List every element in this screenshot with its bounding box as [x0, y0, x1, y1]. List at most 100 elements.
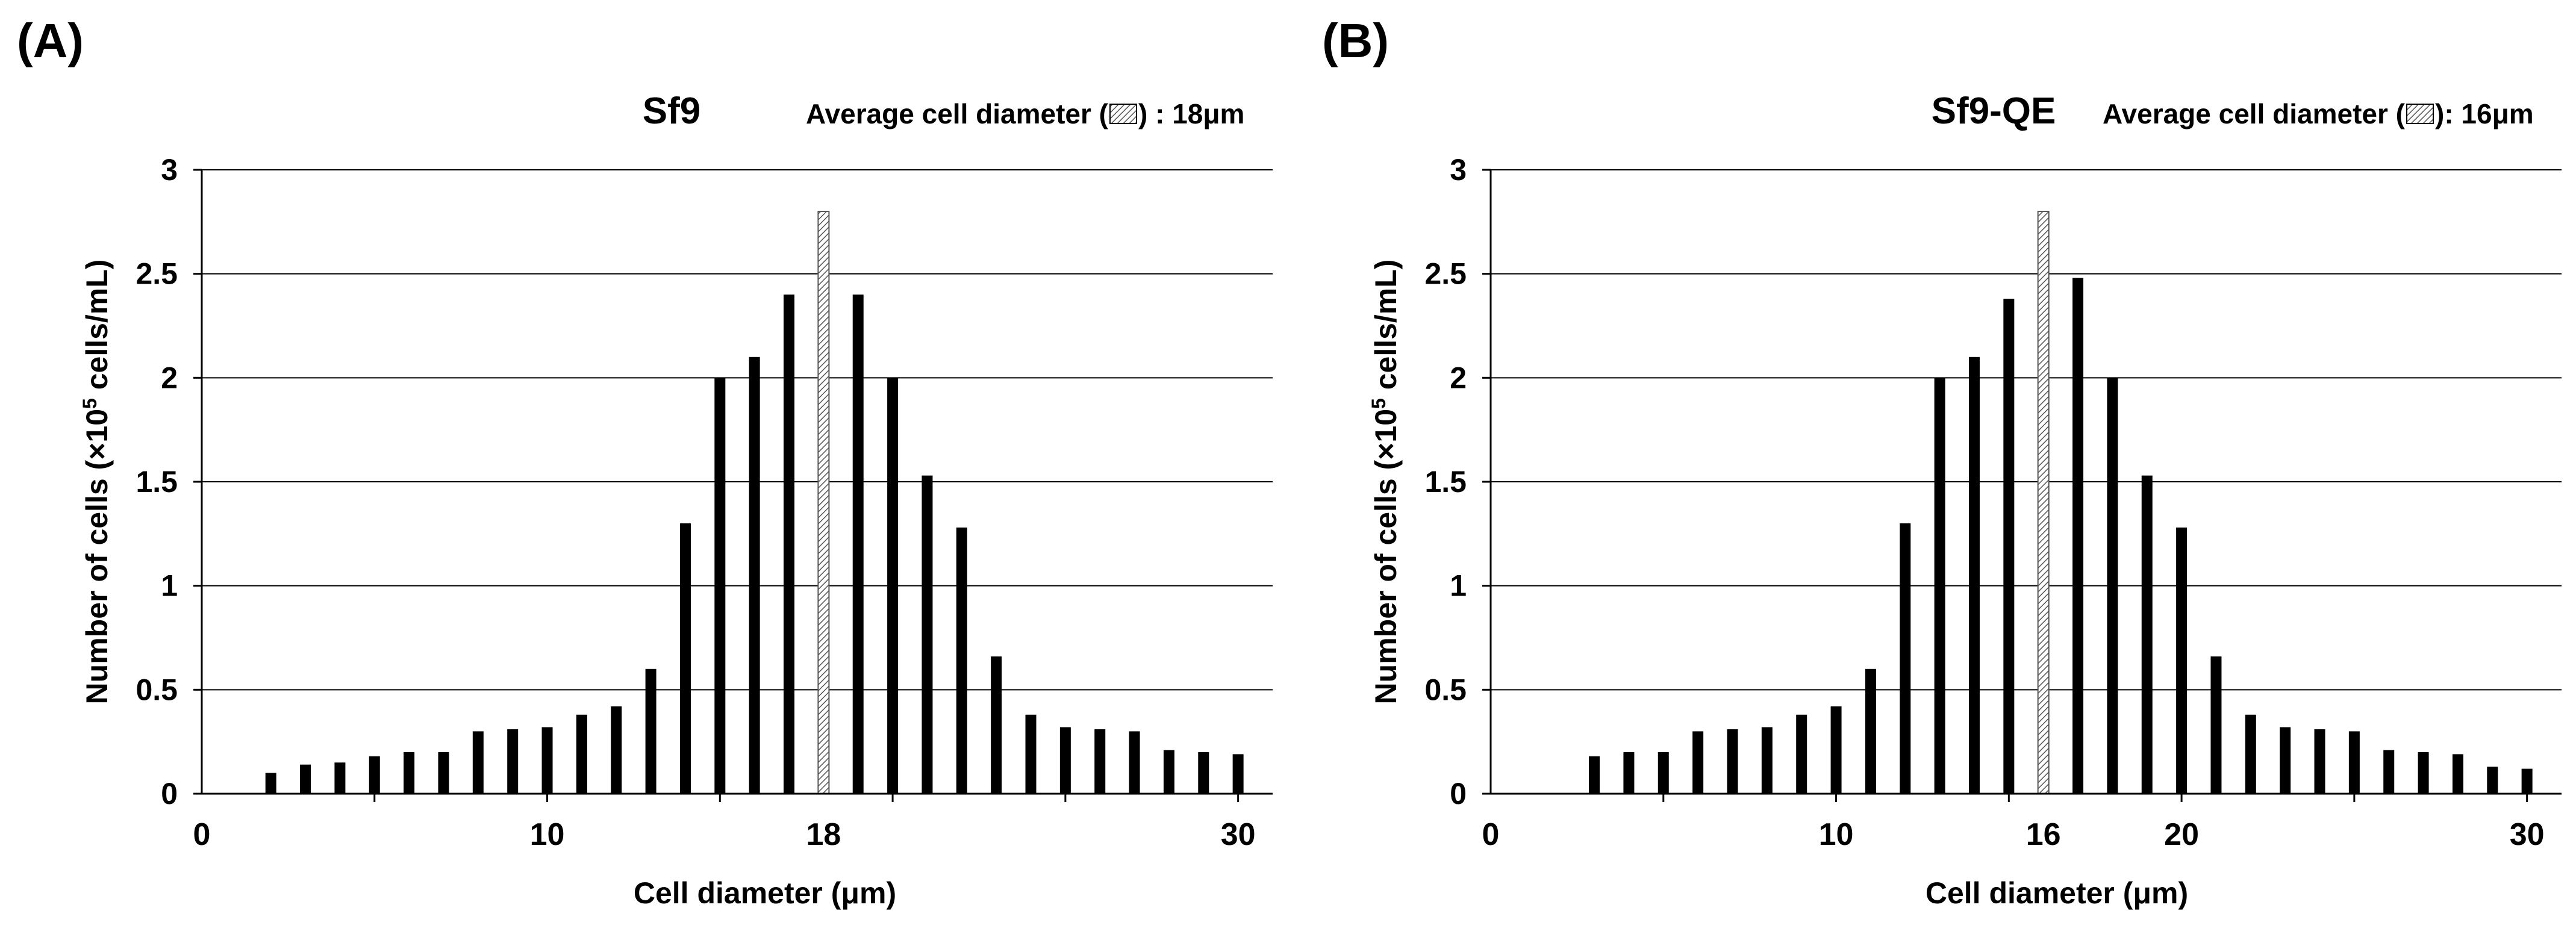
y-tick-label: 0.5	[136, 673, 178, 706]
bar	[1623, 752, 1635, 794]
bar	[922, 475, 933, 794]
y-tick-label: 1.5	[136, 465, 178, 499]
bar	[1232, 754, 1244, 794]
chart-title: Sf9	[643, 90, 700, 132]
x-tick-label: 30	[1221, 817, 1256, 852]
y-axis-label-sup: 5	[79, 398, 101, 409]
y-tick-label: 1	[1450, 569, 1467, 603]
bar	[541, 727, 553, 794]
chart-panel-b: (B) Sf9-QE Average cell diameter ( ): 16…	[1322, 14, 2562, 910]
average-bar	[2037, 211, 2050, 795]
bar	[2141, 475, 2153, 794]
bar	[852, 294, 864, 794]
y-axis-label-end: cells/mL)	[80, 260, 114, 399]
bar	[265, 773, 276, 794]
x-axis-label: Cell diameter (μm)	[1926, 876, 2188, 910]
bar	[507, 729, 519, 794]
bar	[2280, 727, 2291, 794]
bar	[2245, 714, 2256, 794]
chart-title: Sf9-QE	[1932, 90, 2056, 132]
y-tick-label: 3	[1450, 153, 1467, 187]
bar	[369, 756, 380, 794]
bar	[1934, 378, 1945, 794]
bar	[1198, 752, 1209, 794]
plot-area: 00.511.522.530 10 18 30	[136, 153, 1273, 852]
bar	[1129, 731, 1140, 794]
bar	[1025, 714, 1037, 794]
bar	[1865, 668, 1876, 794]
bar	[1796, 714, 1807, 794]
bar	[2003, 299, 2015, 794]
bar	[2418, 752, 2429, 794]
bar	[2521, 768, 2533, 794]
bar	[1094, 729, 1106, 794]
x-tick-label: 0	[193, 817, 211, 852]
bar	[1059, 727, 1071, 794]
y-tick-label: 2	[1450, 361, 1467, 394]
x-axis-label: Cell diameter (μm)	[634, 876, 896, 910]
bar	[679, 523, 691, 794]
legend-swatch-hatched	[2406, 104, 2434, 124]
chart-subtitle-prefix: Average cell diameter (	[806, 98, 1109, 129]
bar	[1900, 523, 1911, 794]
bar	[2348, 731, 2360, 794]
average-bar	[817, 211, 830, 795]
chart-panel-a: (A) Sf9 Average cell diameter ( ) : 18μm…	[17, 14, 1273, 910]
bar	[576, 714, 587, 794]
y-axis-label-main: Number of cells (×10	[1369, 409, 1403, 704]
bar	[1589, 756, 1600, 794]
y-tick-label: 1.5	[1424, 465, 1467, 499]
legend-swatch-hatched	[1109, 104, 1137, 124]
bar	[1830, 706, 1842, 794]
y-tick-label: 3	[161, 153, 178, 187]
y-axis-label: Number of cells (×105 cells/mL)	[79, 260, 114, 705]
y-tick-label: 2.5	[1424, 257, 1467, 291]
panel-label: (B)	[1322, 14, 1389, 67]
x-tick-label: 10	[530, 817, 565, 852]
panel-label: (A)	[17, 14, 84, 67]
bar	[2452, 754, 2463, 794]
bar	[1727, 729, 1738, 794]
bar	[611, 706, 622, 794]
bar	[784, 294, 795, 794]
x-tick-label: 16	[2026, 817, 2061, 852]
bar	[1163, 750, 1174, 794]
bar	[438, 752, 449, 794]
x-tick-label: 10	[1819, 817, 1854, 852]
y-tick-label: 2	[161, 361, 178, 394]
bar	[1692, 731, 1704, 794]
bar	[404, 752, 415, 794]
x-tick-label: 30	[2510, 817, 2545, 852]
bar	[2107, 378, 2118, 794]
y-axis-label-end: cells/mL)	[1369, 260, 1403, 399]
y-axis-label-main: Number of cells (×10	[80, 409, 114, 704]
x-tick-label: 20	[2164, 817, 2199, 852]
x-tick-label: 0	[1482, 817, 1500, 852]
bar	[2210, 656, 2222, 794]
bar	[956, 527, 967, 794]
chart-subtitle-suffix: ) : 18μm	[1138, 98, 1244, 129]
bar	[2072, 278, 2084, 794]
bar	[2383, 750, 2395, 794]
bar	[749, 357, 760, 794]
bar	[714, 378, 726, 794]
bar	[991, 656, 1002, 794]
chart-subtitle-suffix: ): 16μm	[2435, 98, 2534, 129]
bar	[334, 762, 346, 794]
bar	[2176, 527, 2188, 794]
bar	[887, 378, 899, 794]
plot-area: 00.511.522.530 10 16 20 30	[1424, 153, 2562, 852]
y-tick-label: 0.5	[1424, 673, 1467, 706]
y-axis-label-sup: 5	[1368, 398, 1389, 409]
bar	[2314, 729, 2325, 794]
chart-subtitle-prefix: Average cell diameter (	[2103, 98, 2406, 129]
y-tick-label: 1	[161, 569, 178, 603]
x-tick-label: 18	[806, 817, 841, 852]
y-axis-label: Number of cells (×105 cells/mL)	[1368, 260, 1403, 705]
bar	[645, 668, 656, 794]
bar	[300, 764, 311, 794]
bar	[1658, 752, 1669, 794]
y-tick-label: 0	[161, 777, 178, 811]
y-tick-label: 0	[1450, 777, 1467, 811]
